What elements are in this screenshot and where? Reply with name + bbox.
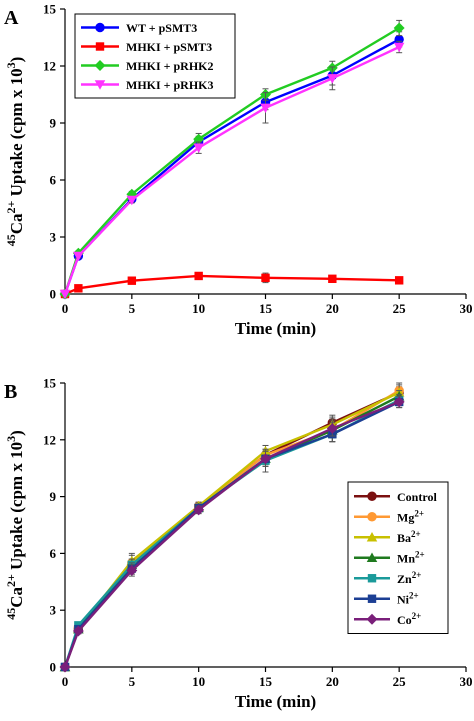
legend-marker [95,42,105,51]
x-tick-label: 10 [192,674,205,689]
data-point [74,284,83,293]
y-axis-title: 45Ca2+ Uptake (cpm x 103) [4,57,26,247]
legend: Control Mg2+ Ba2+ Mn2+ Zn2+ Ni2+ Co2+ [347,481,449,634]
legend-marker [367,594,377,603]
y-tick-label: 0 [50,660,57,675]
legend-marker [366,532,378,542]
y-axis-title: 45Ca2+ Uptake (cpm x 103) [4,430,26,620]
legend: WT + pSMT3 MHKI + pSMT3 MHKI + pRHK2 MHKI +… [74,13,236,99]
x-tick-label: 20 [326,674,339,689]
y-tick-label: 9 [50,116,57,131]
legend-label: MHKI + pSMT3 [126,40,212,54]
data-point [394,276,404,285]
x-tick-label: 25 [393,301,407,316]
data-point [193,504,205,516]
legend-marker [94,80,106,90]
legend-label: Mn2+ [397,549,425,565]
y-tick-label: 6 [50,173,57,188]
x-tick-label: 5 [129,301,136,316]
legend-label: MHKI + pRHK3 [126,78,214,92]
y-tick-label: 0 [50,287,57,302]
y-tick-label: 15 [43,2,57,17]
chart-panel-a: A 0 3 6 9 12 15 0 5 10 15 20 25 30 Time (min) 45Ca2+ Up… [4,2,473,339]
legend-marker [95,22,105,33]
data-point [126,188,138,200]
data-point [393,396,405,408]
data-point [393,42,405,53]
x-tick-label: 0 [62,674,69,689]
y-tick-label: 15 [43,376,57,391]
series-co [59,395,405,673]
data-point [127,276,137,285]
legend-label: WT + pSMT3 [126,21,197,35]
data-point [326,422,338,434]
data-point [193,143,204,153]
data-point [260,103,271,114]
x-tick-label: 0 [62,301,69,316]
x-tick-label: 30 [460,674,473,689]
x-tick-label: 10 [192,301,205,316]
legend-label: Control [397,490,437,504]
chart-panel-b: B 0 3 6 9 12 15 0 5 10 15 20 25 30 Time (min) 45Ca2+ Up… [4,376,473,712]
data-point [393,22,405,34]
x-tick-label: 30 [460,301,473,316]
series-mhki-prhk3 [59,40,405,300]
y-tick-label: 12 [43,432,56,447]
data-point [59,661,71,673]
data-point [126,195,138,206]
legend-marker [94,60,106,71]
data-point [72,625,84,637]
series-line [64,274,400,296]
legend-marker [367,574,377,583]
legend-label: MHKI + pRHK2 [126,59,214,73]
y-tick-label: 3 [50,230,57,245]
y-tick-label: 9 [50,489,57,504]
legend-label: Mg2+ [397,508,424,524]
legend-label: Ba2+ [397,529,421,545]
y-tick-label: 12 [43,59,56,74]
x-tick-label: 15 [259,674,273,689]
data-point [193,133,205,145]
data-point [194,271,203,281]
data-point [126,564,138,576]
x-tick-label: 15 [259,301,273,316]
data-point [59,289,71,300]
data-point [73,251,84,262]
data-point [327,74,338,84]
x-tick-label: 20 [326,301,339,316]
x-tick-label: 25 [393,674,407,689]
legend-marker [366,613,378,625]
legend-marker [367,491,377,501]
panel-label: A [4,7,19,29]
y-tick-label: 6 [50,546,57,561]
legend-label: Zn2+ [397,570,421,586]
y-tick-label: 3 [50,603,57,618]
x-axis-title: Time (min) [235,319,316,338]
x-axis-title: Time (min) [235,692,316,711]
data-point [328,274,337,283]
legend-label: Ni2+ [397,590,419,606]
series-mhki-psmt3 [60,271,404,299]
panel-label: B [4,381,17,403]
x-tick-label: 5 [129,674,136,689]
legend-marker [366,552,378,562]
data-point [261,273,270,283]
legend-label: Co2+ [397,611,421,627]
legend-marker [367,512,377,522]
data-point [260,453,271,465]
